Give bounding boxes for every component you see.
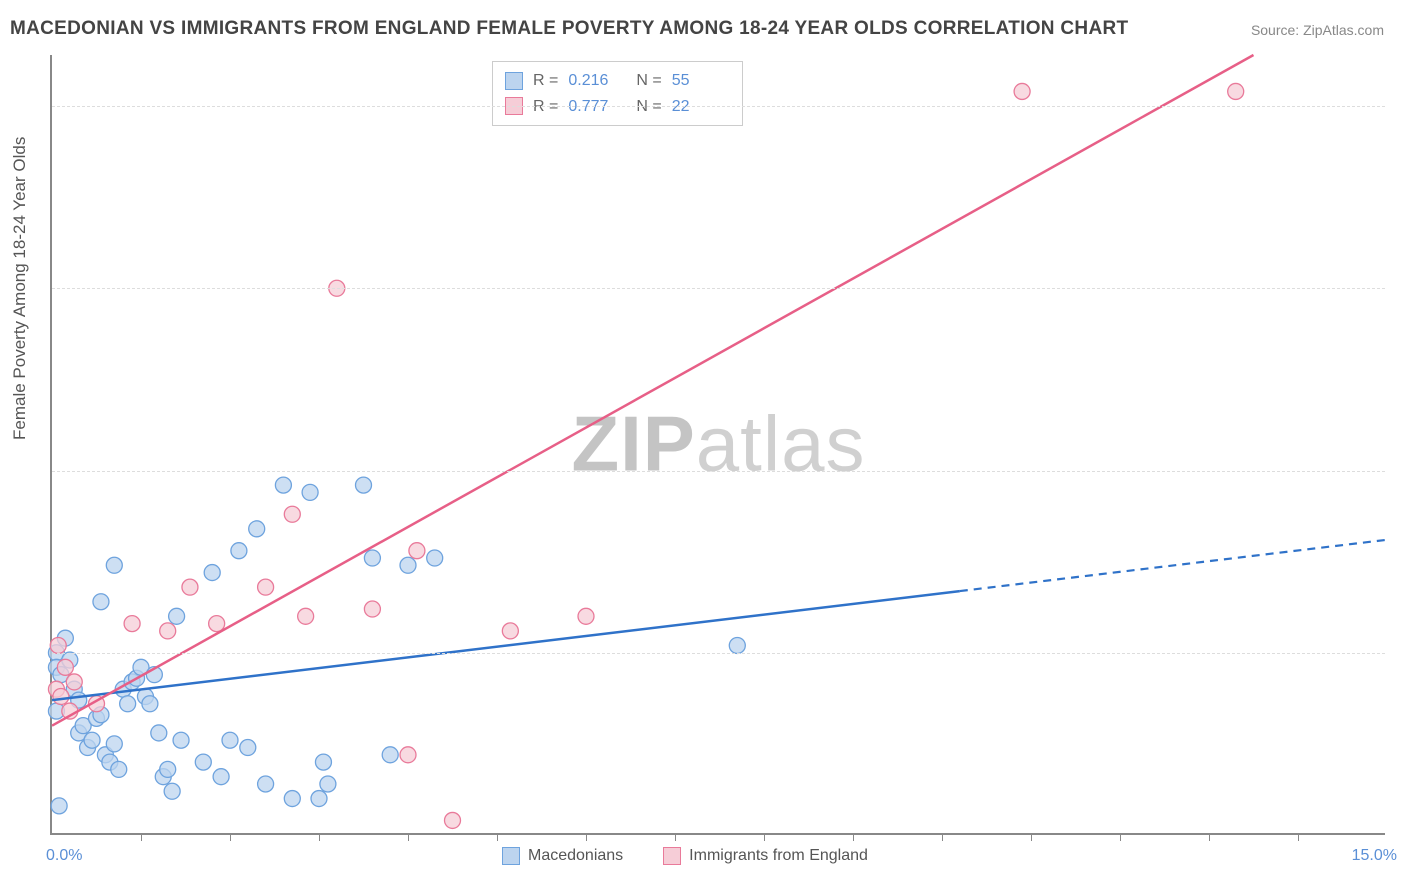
x-tick (853, 833, 854, 841)
x-tick (586, 833, 587, 841)
x-tick (1031, 833, 1032, 841)
chart-container: MACEDONIAN VS IMMIGRANTS FROM ENGLAND FE… (0, 0, 1406, 892)
y-tick-label: 50.0% (1397, 462, 1406, 480)
swatch-immigrants-icon (663, 847, 681, 865)
x-tick (1209, 833, 1210, 841)
y-tick-label: 25.0% (1397, 644, 1406, 662)
chart-source: Source: ZipAtlas.com (1251, 22, 1384, 38)
x-tick (764, 833, 765, 841)
x-tick (230, 833, 231, 841)
y-tick-label: 100.0% (1397, 97, 1406, 115)
x-tick-label: 15.0% (1352, 847, 1397, 865)
gridline (52, 653, 1385, 654)
x-tick (497, 833, 498, 841)
legend-item-macedonians: Macedonians (502, 847, 623, 865)
x-tick (141, 833, 142, 841)
x-tick (1298, 833, 1299, 841)
swatch-macedonians-icon (502, 847, 520, 865)
x-tick (319, 833, 320, 841)
legend-label-immigrants: Immigrants from England (689, 847, 868, 865)
gridline (52, 471, 1385, 472)
plot-svg (52, 55, 1385, 833)
chart-title: MACEDONIAN VS IMMIGRANTS FROM ENGLAND FE… (10, 18, 1128, 40)
gridline (52, 106, 1385, 107)
legend-series: Macedonians Immigrants from England (502, 847, 868, 865)
y-tick-label: 75.0% (1397, 279, 1406, 297)
x-tick (1120, 833, 1121, 841)
plot-area: ZIPatlas R = 0.216 N = 55 R = 0.777 N = … (50, 55, 1385, 835)
legend-item-immigrants: Immigrants from England (663, 847, 868, 865)
gridline (52, 288, 1385, 289)
y-axis-label: Female Poverty Among 18-24 Year Olds (10, 137, 30, 440)
x-tick (408, 833, 409, 841)
x-tick (675, 833, 676, 841)
x-tick (942, 833, 943, 841)
x-tick-label: 0.0% (46, 847, 82, 865)
legend-label-macedonians: Macedonians (528, 847, 623, 865)
